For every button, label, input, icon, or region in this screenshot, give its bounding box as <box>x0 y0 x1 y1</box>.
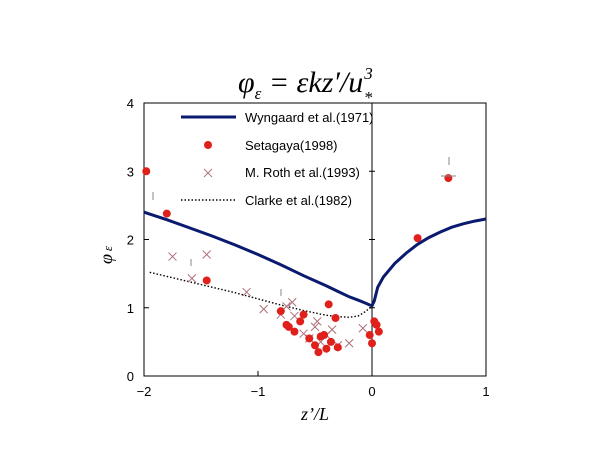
series-wyngaard-line <box>143 210 487 308</box>
setagaya-point <box>322 344 331 353</box>
roth-marker <box>312 317 322 326</box>
y-axis-title-sub: ε <box>100 245 115 251</box>
legend-roth-label: M. Roth et al.(1993) <box>245 165 360 180</box>
x-axis-title: z’/L <box>300 404 329 424</box>
setagaya-point <box>305 334 314 343</box>
setagaya-point <box>333 343 342 352</box>
setagaya-point <box>331 313 340 322</box>
title-slash: / <box>338 66 351 99</box>
setagaya-point <box>324 300 333 309</box>
roth-marker <box>259 304 269 314</box>
title-u-sub: * <box>364 88 373 107</box>
setagaya-point <box>320 331 329 340</box>
setagaya-point <box>444 174 453 183</box>
x-tick-label: −2 <box>137 384 152 399</box>
title-u: u <box>348 66 363 99</box>
roth-marker <box>187 274 197 283</box>
roth-marker <box>344 338 354 348</box>
title-phi: φ <box>238 66 255 99</box>
y-tick-label: 1 <box>127 301 134 316</box>
roth-marker <box>358 323 368 333</box>
title-equation: = εkz′ <box>261 66 340 99</box>
setagaya-point <box>162 209 171 218</box>
setagaya-point <box>311 341 319 350</box>
legend-roth-swatch <box>203 168 213 178</box>
legend-setagaya-swatch <box>204 141 212 149</box>
setagaya-point <box>372 320 381 329</box>
setagaya-point <box>290 327 299 336</box>
setagaya-point <box>296 317 305 326</box>
legend-clarke-label: Clarke et al.(1982) <box>245 193 352 208</box>
setagaya-point <box>202 276 211 285</box>
y-axis-title-main: φ <box>96 254 116 264</box>
chart-title: φε = εkz′/u3 * <box>238 64 373 107</box>
setagaya-point <box>276 307 285 316</box>
x-tick-label: 0 <box>368 384 375 399</box>
setagaya-point <box>142 167 151 176</box>
y-tick-label: 4 <box>127 96 134 111</box>
roth-marker <box>287 297 297 307</box>
y-tick-label: 0 <box>127 369 134 384</box>
legend-wyngaard-label: Wyngaard et al.(1971) <box>245 110 374 125</box>
legend-setagaya-label: Setagaya(1998) <box>245 138 338 153</box>
roth-marker <box>327 325 337 334</box>
setagaya-point <box>413 234 422 243</box>
setagaya-point <box>284 322 293 331</box>
setagaya-point <box>374 327 383 336</box>
setagaya-point <box>314 348 323 357</box>
setagaya-point <box>365 331 374 340</box>
series-clarke-line <box>149 271 373 319</box>
axis-ticks <box>143 102 487 377</box>
title-phi-sub: ε <box>255 84 262 103</box>
error-marks <box>152 157 456 296</box>
setagaya-point <box>368 339 376 348</box>
setagaya-point <box>326 337 335 346</box>
roth-marker <box>290 311 299 321</box>
roth-marker <box>168 252 177 261</box>
setagaya-point <box>299 310 308 319</box>
roth-marker <box>242 287 251 297</box>
series-setagaya-points <box>142 167 453 357</box>
y-tick-label: 3 <box>127 164 134 179</box>
y-tick-label: 2 <box>127 233 134 248</box>
x-tick-label: 1 <box>482 384 489 399</box>
roth-marker <box>310 322 320 332</box>
legend: Wyngaard et al.(1971) Setagaya(1998) M. … <box>181 110 374 208</box>
x-tick-label: −1 <box>251 384 266 399</box>
tick-labels: −2 −1 0 1 0 1 2 3 4 <box>127 96 490 399</box>
title-u-sup: 3 <box>363 64 373 83</box>
y-axis-title: φε <box>96 245 116 264</box>
series-roth-markers <box>168 250 368 350</box>
roth-marker <box>202 250 212 259</box>
